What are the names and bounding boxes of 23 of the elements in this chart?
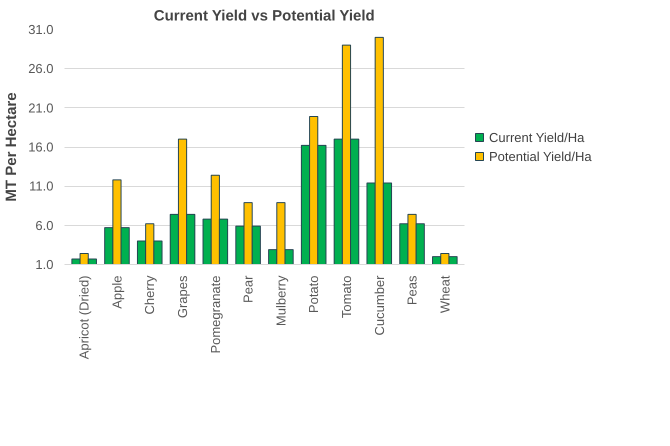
x-tick-label: Tomato: [338, 275, 354, 318]
y-axis-title: MT Per Hectare: [3, 92, 20, 202]
y-tick-label: 16.0: [28, 140, 54, 154]
y-tick-label: 11.0: [29, 178, 54, 194]
x-tick-label: Potato: [306, 275, 322, 314]
y-tick-label: 1.0: [35, 257, 54, 272]
y-tick-label: 21.0: [28, 100, 54, 116]
chart-title: Current Yield vs Potential Yield: [154, 8, 375, 24]
y-tick-label: 6.0: [35, 218, 54, 233]
y-tick-label: 26.0: [28, 61, 54, 76]
x-tick-label: Wheat: [437, 275, 452, 314]
x-tick-label: Apricot (Dried): [76, 276, 92, 360]
x-tick-label: Mulberry: [273, 275, 288, 326]
x-tick-label: Cucumber: [372, 274, 387, 336]
x-tick-label: Pomegranate: [208, 275, 223, 354]
x-tick-label: Cherry: [142, 275, 158, 315]
x-tick-label: Peas: [404, 275, 420, 306]
x-tick-label: Apple: [109, 276, 124, 309]
x-tick-label: Grapes: [175, 275, 190, 318]
legend-label: Potential Yield/Ha: [489, 148, 592, 164]
y-tick-label: 31.0: [28, 22, 54, 37]
x-tick-label: Pear: [240, 274, 256, 303]
legend-label: Current Yield/Ha: [489, 130, 584, 144]
